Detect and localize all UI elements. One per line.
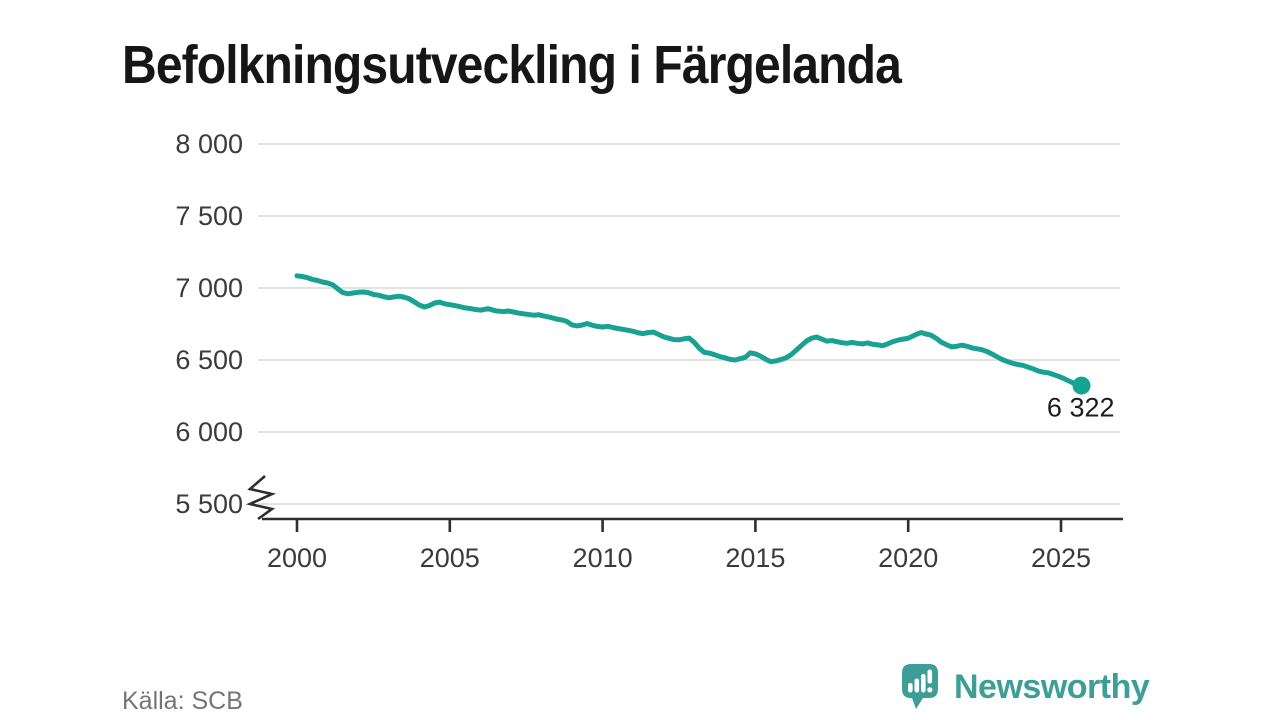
y-tick-label: 7 500: [175, 201, 243, 231]
gridlines: [258, 143, 1120, 505]
population-line: [294, 273, 1084, 389]
exclamation-stem: [927, 669, 933, 684]
x-tick-label: 2020: [878, 543, 938, 573]
x-tick-label: 2015: [725, 543, 785, 573]
exclamation-dot: [927, 687, 933, 693]
bar-medium: [914, 678, 920, 693]
bar-tall: [921, 674, 926, 693]
newsworthy-logo: Newsworthy: [901, 663, 1150, 711]
x-tick-label: 2005: [420, 543, 480, 573]
y-tick-label: 6 000: [175, 417, 243, 447]
source-note: Källa: SCB: [122, 687, 243, 715]
y-tick-label: 8 000: [175, 129, 243, 159]
y-axis-labels: 8 000 7 500 7 000 6 500 6 000 5 500: [175, 129, 243, 519]
x-tick-label: 2025: [1031, 543, 1091, 573]
x-axis-ticks: [295, 519, 1063, 532]
newsworthy-logo-icon: [902, 664, 938, 709]
end-point-marker: [1072, 376, 1091, 395]
axis-break-icon: [245, 475, 277, 521]
end-value-label: 6 322: [1047, 393, 1115, 423]
speech-bubble-shape: [902, 664, 938, 709]
bar-small: [908, 683, 913, 693]
y-tick-label: 7 000: [175, 273, 243, 303]
x-tick-label: 2010: [573, 543, 633, 573]
x-axis-labels: 2000 2005 2010 2015 2020 2025: [267, 543, 1091, 573]
newsworthy-logo-text: Newsworthy: [954, 668, 1150, 706]
y-tick-label: 5 500: [175, 489, 243, 519]
x-tick-label: 2000: [267, 543, 327, 573]
page-title: Befolkningsutveckling i Färgelanda: [122, 35, 902, 96]
y-tick-label: 6 500: [175, 345, 243, 375]
